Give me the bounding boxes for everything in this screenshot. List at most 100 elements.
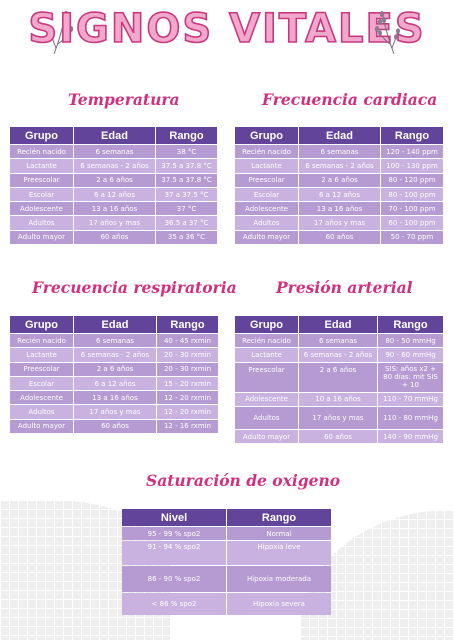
- nivel-cell: 91 - 94 % spo2: [122, 541, 226, 566]
- grupo-cell: Preescolar: [10, 173, 73, 187]
- rango-cell: 38 °C: [155, 145, 217, 159]
- edad-cell: 2 a 6 años: [73, 362, 156, 376]
- edad-cell: 60 años: [298, 429, 377, 444]
- rango-cell: 36.5 a 37 °C: [155, 216, 217, 230]
- grupo-cell: Recién nacido: [235, 145, 298, 159]
- edad-cell: 17 años y mas: [298, 406, 377, 429]
- grupo-cell: Adultos: [235, 406, 298, 429]
- nivel-cell: 95 - 99 % spo2: [122, 527, 226, 541]
- frecuencia-cardiaca-title: Frecuencia cardiaca: [262, 90, 438, 109]
- header-rango: Rango: [380, 127, 443, 144]
- temperatura-title: Temperatura: [68, 90, 180, 109]
- edad-cell: 6 semanas - 2 años: [73, 348, 156, 362]
- edad-cell: 6 semanas: [73, 334, 156, 348]
- table-row: Lactante 6 semanas - 2 años 20 - 30 rxmin: [10, 348, 218, 362]
- edad-cell: 6 semanas: [298, 145, 380, 159]
- grupo-cell: Adulto mayor: [10, 230, 73, 245]
- edad-cell: 17 años y mas: [298, 216, 380, 230]
- grupo-cell: Adolescente: [235, 392, 298, 406]
- table-row: Recién nacido 6 semanas 120 - 140 ppm: [235, 145, 443, 159]
- rango-cell: 110 - 80 mmHg: [377, 406, 443, 429]
- rango-cell: 100 - 130 ppm: [380, 159, 443, 173]
- grupo-cell: Escolar: [235, 187, 298, 202]
- table-row: 95 - 99 % spo2 Normal: [122, 527, 331, 541]
- grupo-cell: Preescolar: [235, 173, 298, 187]
- table-row: Adultos 17 años y mas 12 - 20 rxmin: [10, 405, 218, 419]
- presion-arterial-title: Presión arterial: [276, 278, 413, 297]
- edad-cell: 2 a 6 años: [298, 173, 380, 187]
- grupo-cell: Adultos: [10, 216, 73, 230]
- grupo-cell: Escolar: [10, 376, 73, 391]
- table-row: Recién nacido 6 semanas 80 - 50 mmHg: [235, 334, 443, 348]
- table-row: Adolescente 13 a 16 años 70 - 100 ppm: [235, 202, 443, 216]
- header-grupo: Grupo: [10, 127, 73, 144]
- grupo-cell: Preescolar: [235, 362, 298, 392]
- header-edad: Edad: [298, 127, 380, 144]
- edad-cell: 6 a 12 años: [73, 187, 155, 202]
- grupo-cell: Recién nacido: [235, 334, 298, 348]
- header-rango: Rango: [156, 316, 218, 333]
- nivel-cell: < 86 % spo2: [122, 593, 226, 616]
- header-grupo: Grupo: [235, 127, 298, 144]
- grupo-cell: Lactante: [10, 348, 73, 362]
- table-row: Adulto mayor 60 años 12 - 16 rxmin: [10, 419, 218, 434]
- header-grupo: Grupo: [10, 316, 73, 333]
- table-row: Adolescente 13 a 16 años 37 °C: [10, 202, 217, 216]
- rango-cell: 80 - 120 ppm: [380, 173, 443, 187]
- table-row: Lactante 6 semanas - 2 años 90 - 60 mmHg: [235, 348, 443, 362]
- frecuencia-respiratoria-table: Grupo Edad Rango Recién nacido 6 semanas 4…: [10, 315, 218, 434]
- table-row: Preescolar 2 a 6 años 20 - 30 rxmin: [10, 362, 218, 376]
- grupo-cell: Lactante: [235, 348, 298, 362]
- rango-cell: 110 - 70 mmHg: [377, 392, 443, 406]
- table-row: Escolar 6 a 12 años 15 - 20 rxmin: [10, 376, 218, 391]
- rango-cell: 70 - 100 ppm: [380, 202, 443, 216]
- table-row: Adolescente 13 a 16 años 12 - 20 rxmin: [10, 391, 218, 405]
- table-row: Adolescente 10 a 16 años 110 - 70 mmHg: [235, 392, 443, 406]
- lavender-sprig-icon: [374, 11, 400, 55]
- grupo-cell: Lactante: [235, 159, 298, 173]
- rango-cell: 12 - 16 rxmin: [156, 419, 218, 434]
- header-rango: Rango: [155, 127, 217, 144]
- grupo-cell: Adolescente: [235, 202, 298, 216]
- rango-cell: 37.5 a 37.8 °C: [155, 159, 217, 173]
- rango-cell: 15 - 20 rxmin: [156, 376, 218, 391]
- table-row: Recién nacido 6 semanas 40 - 45 rxmin: [10, 334, 218, 348]
- edad-cell: 6 a 12 años: [298, 187, 380, 202]
- rango-cell: 40 - 45 rxmin: [156, 334, 218, 348]
- edad-cell: 6 semanas: [298, 334, 377, 348]
- rango-cell: Hipoxia moderada: [226, 566, 331, 593]
- frecuencia-respiratoria-title: Frecuencia respiratoria: [32, 278, 237, 297]
- rango-cell: 20 - 30 rxmin: [156, 348, 218, 362]
- rango-cell: 37 °C: [155, 202, 217, 216]
- edad-cell: 6 semanas - 2 años: [298, 348, 377, 362]
- rango-cell: 20 - 30 rxmin: [156, 362, 218, 376]
- edad-cell: 60 años: [73, 230, 155, 245]
- grupo-cell: Adolescente: [10, 391, 73, 405]
- edad-cell: 6 semanas - 2 años: [298, 159, 380, 173]
- page-title: SIGNOS VITALES: [28, 5, 426, 53]
- edad-cell: 6 a 12 años: [73, 376, 156, 391]
- saturacion-table: Nivel Rango 95 - 99 % spo2 Normal 91 - 94…: [122, 508, 331, 616]
- rango-cell: 37 a 37.5 °C: [155, 187, 217, 202]
- table-row: Adulto mayor 60 años 35 a 36 °C: [10, 230, 217, 245]
- grupo-cell: Adultos: [235, 216, 298, 230]
- table-row: 86 - 90 % spo2 Hipoxia moderada: [122, 566, 331, 593]
- presion-arterial-table: Grupo Edad Rango Recién nacido 6 semanas 8…: [235, 315, 443, 444]
- edad-cell: 2 a 6 años: [73, 173, 155, 187]
- table-row: Escolar 6 a 12 años 80 - 100 ppm: [235, 187, 443, 202]
- rango-cell: 12 - 20 rxmin: [156, 391, 218, 405]
- edad-cell: 13 a 16 años: [73, 391, 156, 405]
- rango-cell: 37.5 a 37.8 °C: [155, 173, 217, 187]
- edad-cell: 17 años y mas: [73, 405, 156, 419]
- header-edad: Edad: [298, 316, 377, 333]
- header-edad: Edad: [73, 127, 155, 144]
- rango-cell: 12 - 20 rxmin: [156, 405, 218, 419]
- frecuencia-cardiaca-table: Grupo Edad Rango Recién nacido 6 semanas 1…: [235, 126, 443, 245]
- rango-cell: 50 - 70 ppm: [380, 230, 443, 245]
- table-row: Lactante 6 semanas - 2 años 37.5 a 37.8 °C: [10, 159, 217, 173]
- edad-cell: 60 años: [73, 419, 156, 434]
- header-rango: Rango: [377, 316, 443, 333]
- saturacion-title: Saturación de oxigeno: [146, 471, 341, 490]
- edad-cell: 6 semanas: [73, 145, 155, 159]
- rango-cell: 80 - 100 ppm: [380, 187, 443, 202]
